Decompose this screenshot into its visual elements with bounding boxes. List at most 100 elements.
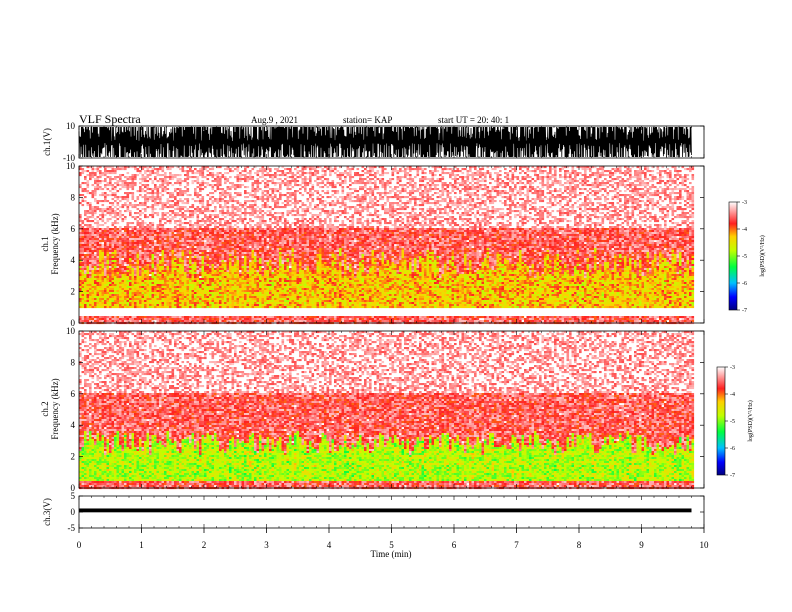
spectrogram-cell bbox=[194, 208, 197, 210]
spectrogram-cell bbox=[147, 276, 150, 278]
spectrogram-cell bbox=[149, 248, 152, 250]
spectrogram-cell bbox=[87, 306, 90, 308]
spectrogram-cell bbox=[107, 258, 110, 260]
spectrogram-cell bbox=[239, 280, 242, 282]
spectrogram-cell bbox=[114, 220, 117, 222]
spectrogram-cell bbox=[209, 222, 212, 224]
spectrogram-cell bbox=[204, 248, 207, 250]
spectrogram-cell bbox=[209, 274, 212, 276]
spectrogram-cell bbox=[132, 272, 135, 274]
spectrogram-cell bbox=[194, 250, 197, 252]
spectrogram-cell bbox=[234, 256, 237, 258]
spectrogram-cell bbox=[107, 242, 110, 244]
spectrogram-cell bbox=[227, 242, 230, 244]
spectrogram-cell bbox=[117, 288, 120, 290]
spectrogram-cell bbox=[229, 226, 232, 228]
spectrogram-cell bbox=[147, 170, 150, 172]
spectrogram-cell bbox=[104, 250, 107, 252]
spectrogram-cell bbox=[237, 250, 240, 252]
spectrogram-cell bbox=[207, 208, 210, 210]
spectrogram-cell bbox=[192, 270, 195, 272]
spectrogram-cell bbox=[192, 262, 195, 264]
spectrogram-cell bbox=[207, 260, 210, 262]
spectrogram-cell bbox=[207, 220, 210, 222]
spectrogram-cell bbox=[174, 242, 177, 244]
spectrogram-cell bbox=[102, 268, 105, 270]
spectrogram-cell bbox=[129, 184, 132, 186]
spectrogram-cell bbox=[189, 306, 192, 308]
spectrogram-cell bbox=[122, 244, 125, 246]
spectrogram-cell bbox=[142, 190, 145, 192]
spectrogram-cell bbox=[224, 248, 227, 250]
spectrogram-cell bbox=[157, 196, 160, 198]
spectrogram-cell bbox=[132, 292, 135, 294]
spectrogram-cell bbox=[222, 296, 225, 298]
spectrogram-cell bbox=[89, 210, 92, 212]
spectrogram-cell bbox=[142, 280, 145, 282]
spectrogram-cell bbox=[164, 236, 167, 238]
spectrogram-cell bbox=[247, 300, 250, 302]
spectrogram-cell bbox=[149, 244, 152, 246]
spectrogram-cell bbox=[212, 260, 215, 262]
spectrogram-cell bbox=[242, 286, 245, 288]
spectrogram-cell bbox=[127, 252, 130, 254]
spectrogram-cell bbox=[119, 200, 122, 202]
spectrogram-cell bbox=[132, 286, 135, 288]
spectrogram-cell bbox=[139, 316, 142, 318]
spectrogram-cell bbox=[104, 236, 107, 238]
spectrogram-cell bbox=[99, 224, 102, 226]
spectrogram-cell bbox=[189, 284, 192, 286]
spectrogram-cell bbox=[189, 266, 192, 268]
spectrogram-cell bbox=[177, 202, 180, 204]
spectrogram-cell bbox=[227, 268, 230, 270]
spectrogram-cell bbox=[169, 256, 172, 258]
spectrogram-cell bbox=[154, 254, 157, 256]
spectrogram-cell bbox=[134, 184, 137, 186]
spectrogram-cell bbox=[239, 288, 242, 290]
spectrogram-cell bbox=[127, 268, 130, 270]
spectrogram-cell bbox=[217, 178, 220, 180]
spectrogram-cell bbox=[157, 228, 160, 230]
spectrogram-cell bbox=[204, 238, 207, 240]
spectrogram-cell bbox=[244, 234, 247, 236]
spectrogram-cell bbox=[167, 200, 170, 202]
spectrogram-cell bbox=[172, 304, 175, 306]
spectrogram-cell bbox=[162, 170, 165, 172]
spectrogram-cell bbox=[99, 232, 102, 234]
spectrogram-cell bbox=[104, 284, 107, 286]
spectrogram-cell bbox=[84, 302, 87, 304]
spectrogram-cell bbox=[219, 218, 222, 220]
spectrogram-cell bbox=[224, 272, 227, 274]
spectrogram-cell bbox=[177, 272, 180, 274]
spectrogram-cell bbox=[129, 278, 132, 280]
spectrogram-cell bbox=[107, 250, 110, 252]
spectrogram-cell bbox=[117, 184, 120, 186]
spectrogram-cell bbox=[194, 252, 197, 254]
spectrogram-cell bbox=[107, 206, 110, 208]
spectrogram-cell bbox=[104, 248, 107, 250]
spectrogram-cell bbox=[149, 284, 152, 286]
spectrogram-cell bbox=[194, 264, 197, 266]
spectrogram-cell bbox=[154, 248, 157, 250]
spectrogram-cell bbox=[87, 286, 90, 288]
spectrogram-cell bbox=[119, 240, 122, 242]
spectrogram-cell bbox=[179, 260, 182, 262]
spectrogram-cell bbox=[134, 236, 137, 238]
spectrogram-cell bbox=[129, 274, 132, 276]
spectrogram-cell bbox=[214, 240, 217, 242]
spectrogram-cell bbox=[209, 184, 212, 186]
spectrogram-cell bbox=[182, 192, 185, 194]
spectrogram-cell bbox=[119, 300, 122, 302]
spectrogram-cell bbox=[194, 320, 197, 322]
spectrogram-cell bbox=[227, 292, 230, 294]
spectrogram-cell bbox=[102, 250, 105, 252]
spectrogram-cell bbox=[214, 200, 217, 202]
spectrogram-cell bbox=[129, 234, 132, 236]
spectrogram-cell bbox=[227, 240, 230, 242]
spectrogram-cell bbox=[99, 306, 102, 308]
spectrogram-cell bbox=[117, 244, 120, 246]
spectrogram-cell bbox=[152, 254, 155, 256]
spectrogram-cell bbox=[122, 290, 125, 292]
spectrogram-cell bbox=[209, 256, 212, 258]
spectrogram-cell bbox=[129, 242, 132, 244]
